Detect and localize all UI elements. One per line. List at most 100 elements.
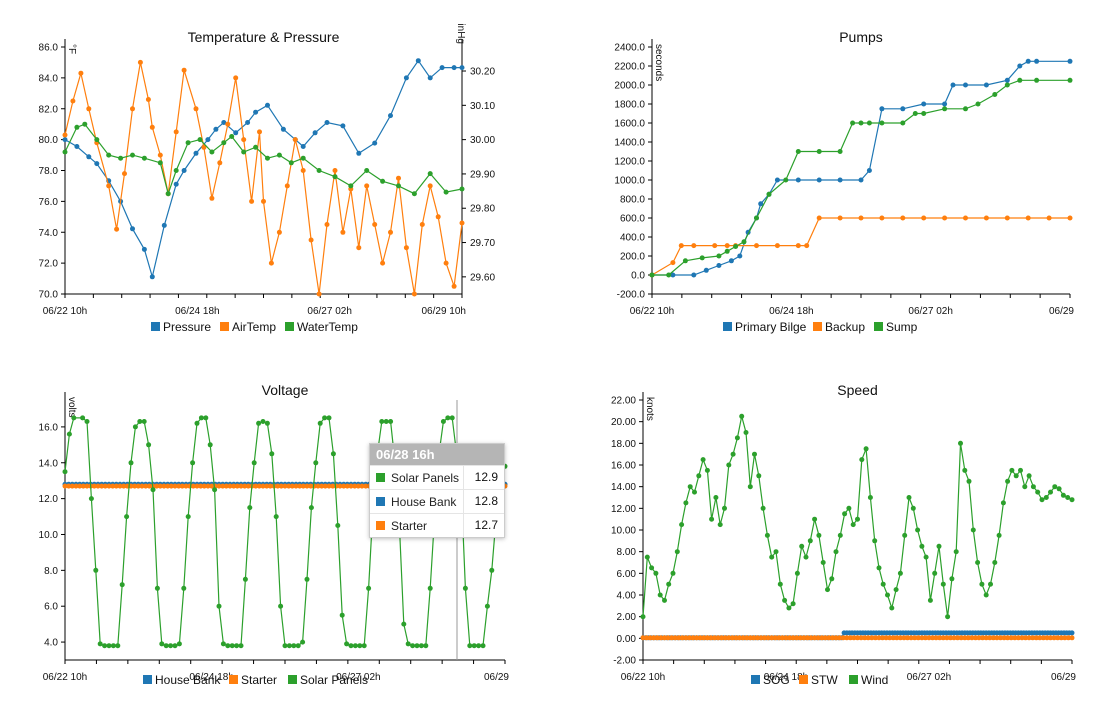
data-point	[942, 106, 948, 112]
legend-label-airtemp: AirTemp	[232, 320, 276, 334]
data-point	[383, 419, 389, 424]
data-point	[154, 483, 160, 489]
data-point	[683, 500, 689, 506]
data-point	[141, 419, 147, 424]
data-point	[344, 483, 350, 489]
data-point	[80, 483, 86, 489]
data-point	[963, 106, 968, 112]
data-point	[1018, 467, 1023, 473]
data-point	[807, 538, 813, 544]
data-point	[816, 532, 822, 538]
data-point	[872, 538, 878, 544]
data-point	[908, 635, 914, 641]
data-point	[198, 415, 204, 421]
data-point	[163, 643, 169, 649]
series-airtemp	[62, 59, 465, 297]
data-point	[691, 272, 697, 278]
data-point	[66, 483, 72, 489]
data-point	[966, 478, 972, 484]
data-point	[114, 226, 120, 232]
data-point	[146, 483, 152, 489]
data-point	[889, 605, 895, 611]
data-point	[165, 483, 171, 489]
data-point	[902, 532, 908, 538]
data-point	[74, 124, 80, 130]
data-point	[1048, 635, 1053, 641]
data-point	[380, 178, 386, 184]
data-point	[247, 505, 253, 511]
data-point	[145, 97, 151, 102]
data-point	[110, 643, 116, 649]
data-point	[1067, 215, 1073, 221]
x-tick-label: 06/27 02h	[307, 306, 352, 317]
data-point	[118, 155, 124, 161]
data-point	[291, 643, 297, 649]
data-point	[106, 643, 112, 649]
data-point	[322, 483, 328, 489]
data-point	[181, 67, 187, 73]
data-point	[691, 243, 697, 249]
data-point	[752, 451, 757, 457]
data-point	[205, 483, 211, 489]
y2-tick-label: 29.70	[470, 238, 495, 249]
data-point	[213, 126, 219, 132]
data-point	[322, 415, 328, 421]
data-point	[319, 483, 325, 489]
data-point	[910, 505, 916, 511]
data-point	[1030, 484, 1036, 490]
data-point	[480, 643, 486, 649]
legend-swatch	[288, 675, 297, 684]
series-sump	[649, 77, 1073, 278]
data-point	[733, 244, 739, 249]
data-point	[743, 430, 749, 435]
data-point	[734, 435, 740, 441]
data-point	[352, 483, 358, 489]
data-point	[751, 635, 757, 641]
y-tick-label: 82.0	[39, 104, 59, 115]
data-point	[983, 635, 989, 641]
chart-title: Voltage	[262, 382, 309, 398]
data-point	[1039, 497, 1045, 503]
data-point	[352, 643, 358, 649]
data-point	[435, 214, 441, 220]
data-point	[241, 149, 247, 155]
data-point	[364, 168, 370, 173]
legend-swatch	[220, 322, 229, 331]
data-point	[866, 168, 872, 173]
x-tick-label: 06/22 10h	[43, 306, 88, 317]
data-point	[209, 149, 215, 155]
data-point	[267, 483, 273, 489]
data-point	[859, 457, 865, 463]
data-point	[172, 643, 178, 649]
y-tick-label: 86.0	[39, 43, 59, 54]
data-point	[403, 245, 409, 251]
data-point	[774, 243, 780, 249]
data-point	[754, 635, 760, 641]
y-tick-label: 200.0	[620, 252, 645, 263]
data-point	[944, 635, 950, 641]
data-point	[654, 635, 660, 641]
y-tick-label: 80.0	[39, 135, 59, 146]
data-point	[1034, 77, 1040, 83]
data-point	[1005, 635, 1011, 641]
data-point	[459, 186, 465, 192]
data-point	[86, 154, 92, 160]
series-solar-panels	[62, 415, 508, 649]
data-point	[712, 243, 718, 249]
data-point	[88, 496, 94, 502]
data-point	[994, 635, 1000, 641]
data-point	[915, 527, 921, 533]
data-point	[851, 635, 857, 641]
data-point	[459, 65, 465, 71]
data-point	[794, 570, 800, 576]
data-point	[1069, 497, 1075, 503]
data-point	[716, 253, 722, 259]
data-point	[149, 124, 155, 130]
data-point	[332, 168, 338, 173]
data-point	[242, 483, 248, 489]
data-point	[876, 565, 882, 571]
data-point	[241, 137, 247, 143]
y-tick-label: 78.0	[39, 166, 59, 177]
data-point	[987, 635, 993, 641]
data-point	[970, 527, 976, 533]
